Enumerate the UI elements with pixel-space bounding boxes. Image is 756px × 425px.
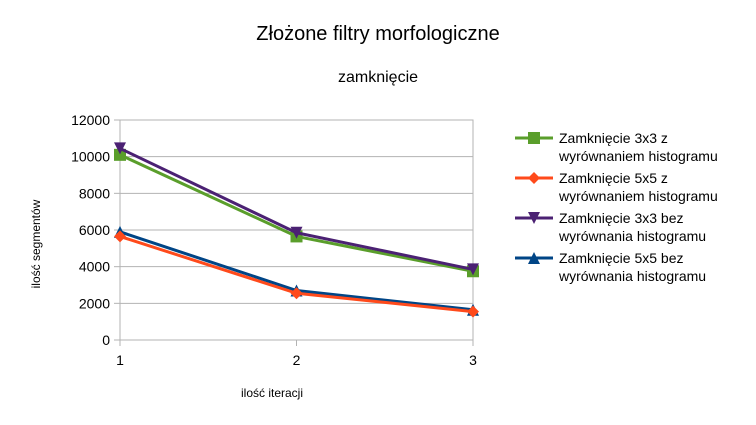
y-axis-label: ilość segmentów bbox=[29, 199, 43, 288]
y-tick-label: 8000 bbox=[79, 185, 110, 201]
chart-title: Złożone filtry morfologiczne bbox=[256, 23, 499, 45]
data-point bbox=[467, 263, 479, 276]
y-tick-label: 2000 bbox=[79, 295, 110, 311]
x-tick-label: 2 bbox=[293, 352, 301, 368]
data-point bbox=[114, 230, 126, 243]
legend-label-line: Zamknięcie 3x3 bez bbox=[559, 210, 684, 226]
legend-marker bbox=[528, 252, 540, 264]
legend-label: Zamknięcie 3x3 bez wyrównania histogramu bbox=[558, 210, 706, 244]
legend-label: Zamknięcie 5x5 z wyrównaniem histogramu bbox=[558, 170, 718, 204]
data-point bbox=[114, 148, 126, 161]
legend-item: Zamknięcie 3x3 bez wyrównania histogramu bbox=[515, 210, 706, 244]
x-axis-ticks: 1 2 3 bbox=[116, 340, 477, 368]
legend-marker bbox=[528, 172, 540, 184]
legend-label: Zamknięcie 5x5 bez wyrównania histogramu bbox=[558, 250, 706, 284]
data-point bbox=[467, 305, 479, 318]
legend-label-line: Zamknięcie 3x3 z bbox=[559, 130, 668, 146]
legend-label-line: Zamknięcie 5x5 bez bbox=[559, 250, 684, 266]
legend: Zamknięcie 3x3 z wyrównaniem histogramuZa… bbox=[515, 130, 718, 284]
series-2 bbox=[114, 230, 479, 318]
legend-item: Zamknięcie 3x3 z wyrównaniem histogramu bbox=[515, 130, 718, 164]
y-axis-ticks: 0 2000 4000 6000 8000 10000 12000 bbox=[71, 112, 120, 348]
y-tick-label: 10000 bbox=[71, 149, 110, 165]
y-tick-label: 12000 bbox=[71, 112, 110, 128]
x-axis-label: ilość iteracji bbox=[241, 386, 303, 400]
x-tick-label: 1 bbox=[116, 352, 124, 368]
chart-subtitle: zamknięcie bbox=[338, 69, 418, 86]
legend-marker bbox=[528, 212, 540, 224]
legend-label: Zamknięcie 3x3 z wyrównaniem histogramu bbox=[558, 130, 718, 164]
legend-marker bbox=[528, 132, 540, 144]
legend-item: Zamknięcie 5x5 bez wyrównania histogramu bbox=[515, 250, 706, 284]
legend-label-line: wyrównania histogramu bbox=[558, 268, 706, 284]
x-tick-label: 3 bbox=[469, 352, 477, 368]
data-point bbox=[290, 226, 303, 239]
legend-label-line: wyrównaniem histogramu bbox=[558, 188, 718, 204]
data-point bbox=[114, 142, 126, 155]
legend-label-line: wyrównaniem histogramu bbox=[558, 148, 718, 164]
series-lines bbox=[114, 142, 479, 318]
y-tick-label: 0 bbox=[102, 332, 110, 348]
series-line bbox=[119, 234, 474, 314]
legend-item: Zamknięcie 5x5 z wyrównaniem histogramu bbox=[515, 170, 718, 204]
y-tick-label: 4000 bbox=[79, 259, 110, 275]
legend-label-line: Zamknięcie 5x5 z bbox=[559, 170, 668, 186]
y-tick-label: 6000 bbox=[79, 222, 110, 238]
data-point bbox=[290, 287, 303, 300]
series-line bbox=[119, 147, 474, 271]
legend-label-line: wyrównania histogramu bbox=[558, 228, 706, 244]
series-3 bbox=[114, 142, 479, 276]
